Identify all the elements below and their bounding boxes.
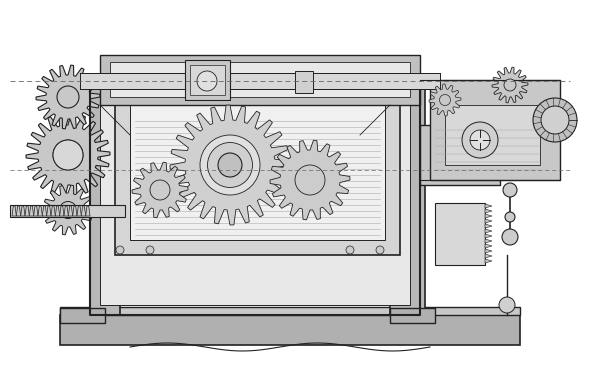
Polygon shape: [485, 259, 492, 263]
Polygon shape: [12, 206, 16, 216]
Bar: [295, 71, 313, 93]
Bar: [430, 80, 560, 180]
Polygon shape: [485, 234, 492, 238]
Circle shape: [53, 140, 83, 170]
Bar: [115, 100, 400, 255]
Bar: [100, 55, 420, 105]
Bar: [60, 308, 105, 323]
Polygon shape: [64, 206, 68, 216]
Polygon shape: [16, 206, 20, 216]
Polygon shape: [492, 67, 528, 103]
Polygon shape: [485, 219, 492, 223]
Polygon shape: [485, 239, 492, 243]
Circle shape: [295, 165, 325, 195]
Polygon shape: [86, 206, 90, 216]
Circle shape: [504, 79, 516, 91]
Bar: [60, 307, 520, 315]
Polygon shape: [77, 206, 82, 216]
Polygon shape: [25, 206, 29, 216]
Polygon shape: [485, 244, 492, 248]
Polygon shape: [73, 206, 77, 216]
Polygon shape: [36, 65, 100, 129]
Polygon shape: [485, 204, 492, 208]
Polygon shape: [55, 206, 59, 216]
Polygon shape: [68, 206, 73, 216]
Circle shape: [197, 71, 217, 91]
Polygon shape: [132, 162, 188, 218]
Circle shape: [53, 140, 83, 170]
Polygon shape: [485, 229, 492, 233]
Circle shape: [505, 212, 515, 222]
Polygon shape: [47, 206, 51, 216]
Polygon shape: [82, 206, 86, 216]
Polygon shape: [29, 206, 34, 216]
Polygon shape: [34, 206, 38, 216]
Bar: [185, 60, 230, 100]
Polygon shape: [485, 224, 492, 228]
Polygon shape: [429, 84, 461, 116]
Polygon shape: [59, 206, 64, 216]
Bar: [435, 203, 485, 265]
Polygon shape: [485, 209, 492, 213]
Circle shape: [208, 142, 253, 188]
Circle shape: [499, 297, 515, 313]
Bar: [190, 65, 225, 95]
Polygon shape: [51, 206, 55, 216]
Polygon shape: [43, 185, 93, 235]
Bar: [90, 75, 120, 315]
Circle shape: [462, 122, 498, 158]
Circle shape: [346, 246, 354, 254]
Bar: [60, 315, 520, 345]
Bar: [80, 73, 440, 89]
Polygon shape: [270, 140, 350, 220]
Polygon shape: [43, 206, 47, 216]
Bar: [420, 125, 500, 185]
Polygon shape: [26, 113, 110, 197]
Circle shape: [57, 86, 79, 108]
Circle shape: [146, 246, 154, 254]
Polygon shape: [20, 206, 25, 216]
Bar: [10, 205, 125, 217]
Polygon shape: [485, 254, 492, 258]
Circle shape: [59, 201, 77, 219]
Circle shape: [439, 95, 451, 105]
Bar: [390, 308, 435, 323]
Bar: [100, 85, 410, 305]
Bar: [445, 105, 540, 165]
Bar: [130, 105, 385, 240]
Circle shape: [470, 130, 490, 150]
Circle shape: [116, 246, 124, 254]
Circle shape: [533, 98, 577, 142]
Polygon shape: [485, 214, 492, 218]
Polygon shape: [38, 206, 43, 216]
Circle shape: [376, 246, 384, 254]
Polygon shape: [170, 105, 290, 225]
Circle shape: [218, 153, 242, 177]
Circle shape: [200, 135, 260, 195]
Circle shape: [503, 183, 517, 197]
Circle shape: [541, 106, 569, 134]
Circle shape: [502, 229, 518, 245]
Circle shape: [150, 180, 170, 200]
Polygon shape: [485, 249, 492, 253]
Bar: [110, 62, 410, 97]
Bar: [390, 75, 425, 315]
